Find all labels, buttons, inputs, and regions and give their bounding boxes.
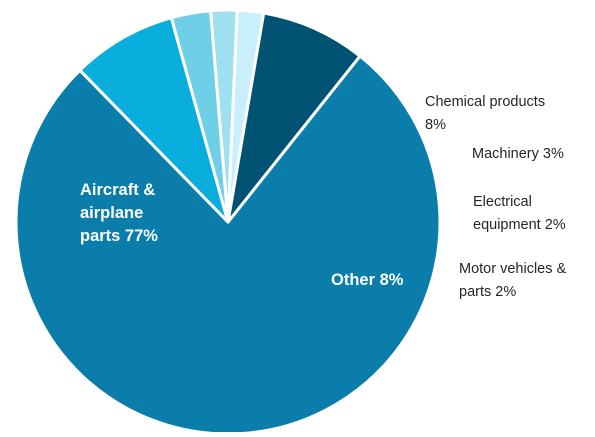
slice-label-line: airplane	[80, 204, 143, 222]
slice-label-chemical-products: Chemical products 8%	[425, 94, 545, 133]
pie-slice-other	[226, 11, 362, 224]
slice-label-line: parts 2%	[459, 284, 516, 300]
slice-label-line: 8%	[425, 117, 446, 133]
slice-label-line: Electrical	[473, 194, 532, 210]
slice-label-machinery: Machinery 3%	[472, 146, 564, 162]
slice-label-line: Other 8%	[331, 271, 404, 289]
slice-label-line: Aircraft &	[80, 181, 155, 199]
pie-slice-chemical-products	[78, 16, 230, 224]
slice-label-line: Machinery 3%	[472, 146, 564, 162]
slice-label-other: Other 8%	[331, 271, 404, 289]
slice-label-motor-vehicles-parts: Motor vehicles & parts 2%	[459, 261, 567, 300]
slice-label-line: Chemical products	[425, 94, 545, 110]
slice-label-aircraft-airplane-parts: Aircraft & airplane parts 77%	[80, 181, 158, 245]
slices-layer	[14, 8, 442, 436]
slice-label-line: equipment 2%	[473, 217, 566, 233]
slice-label-line: parts 77%	[80, 227, 158, 245]
slice-label-line: Motor vehicles &	[459, 261, 567, 277]
labels-layer: Aircraft & airplane parts 77% Chemical prod…	[80, 94, 567, 300]
slice-label-electrical-equipment: Electrical equipment 2%	[473, 194, 566, 233]
